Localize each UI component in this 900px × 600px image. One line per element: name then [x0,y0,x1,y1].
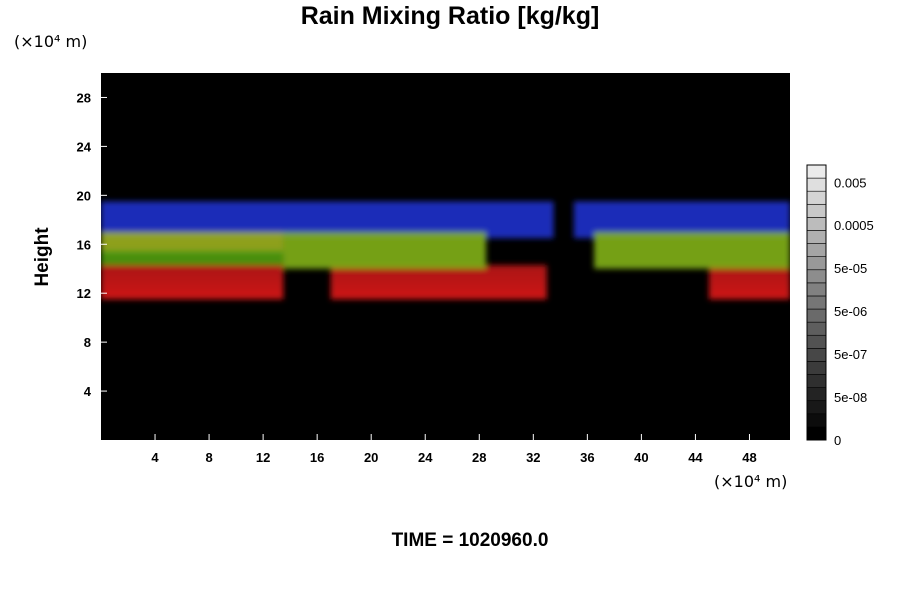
colorbar-swatch [806,256,827,271]
y-tick-label: 24 [77,139,92,154]
x-tick-label: 36 [580,450,594,465]
colorbar-swatch [806,348,827,362]
band-olive-0 [101,232,284,255]
colorbar-label: 0.0005 [834,218,874,233]
colorbar-swatch [806,203,827,218]
colorbar-swatch [806,308,827,323]
colorbar-label: 0.005 [834,175,867,190]
colorbar-swatch [806,230,827,244]
colorbar-swatch [806,426,827,441]
band-green-plumes-0 [283,232,487,269]
colorbar: 0 5e-08 5e-07 5e-06 5e-05 0.0005 0.005 [806,164,874,448]
y-tick-label: 4 [84,384,92,399]
y-tick-label: 8 [84,335,91,350]
colorbar-swatch [806,374,827,388]
y-tick-label: 16 [77,237,91,252]
chart-title: Rain Mixing Ratio [kg/kg] [300,2,600,30]
colorbar-swatch [806,413,827,428]
colorbar-swatch [806,243,827,257]
x-tick-label: 40 [634,450,648,465]
time-label: TIME = 1020960.0 [391,530,549,551]
x-tick-label: 44 [688,450,703,465]
colorbar-swatch [806,217,827,231]
band-red-2 [708,265,790,300]
y-tick-label: 20 [77,188,91,203]
x-tick-label: 20 [364,450,378,465]
band-red-1 [330,265,547,300]
y-axis-unit: (×10⁴ m) [14,32,88,51]
colorbar-label: 0 [834,433,841,448]
colorbar-swatch [806,164,827,179]
x-tick-label: 16 [310,450,324,465]
x-tick-label: 24 [418,450,433,465]
x-tick-label: 8 [205,450,212,465]
field-bands [101,201,790,300]
colorbar-label: 5e-06 [834,304,867,319]
colorbar-swatch [806,177,827,192]
colorbar-swatch [806,400,827,415]
band-green-0 [101,250,284,269]
colorbar-swatch [806,334,827,349]
colorbar-frame [806,164,827,441]
colorbar-swatch [806,321,827,336]
band-blue-1 [573,201,790,239]
y-tick-label: 12 [77,286,91,301]
colorbar-swatch [806,269,827,284]
colorbar-label: 5e-07 [834,347,867,362]
colorbar-swatch [806,190,827,205]
y-axis: 4 8 12 16 20 24 28 [77,90,107,399]
colorbar-swatch [806,295,827,310]
colorbar-label: 5e-05 [834,261,867,276]
band-green-plumes-1 [594,232,790,269]
x-tick-label: 28 [472,450,486,465]
x-tick-label: 4 [151,450,159,465]
plot-area [101,73,790,440]
x-tick-label: 48 [742,450,756,465]
colorbar-label: 5e-08 [834,390,867,405]
band-blue-0 [101,201,554,239]
x-tick-label: 32 [526,450,540,465]
colorbar-swatch [806,387,827,402]
x-axis-unit: (×10⁴ m) [714,472,788,491]
x-tick-label: 12 [256,450,270,465]
colorbar-swatch [806,361,827,375]
x-axis: 4 8 12 16 20 24 28 32 36 40 44 48 [151,434,757,465]
colorbar-swatch [806,282,827,297]
y-tick-label: 28 [77,90,91,105]
band-red-0 [101,265,284,300]
